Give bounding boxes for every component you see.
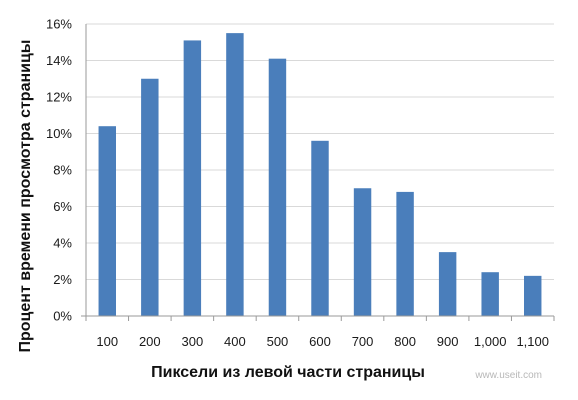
y-axis-label: Процент времени просмотра страницы <box>17 40 34 353</box>
x-axis-label: Пиксели из левой части страницы <box>151 364 425 381</box>
bar <box>353 188 372 316</box>
y-tick-label: 10% <box>46 126 72 141</box>
y-axis-tick-labels: 0% 2% 4% 6% 8% 10% 12% 14% 16% <box>46 17 72 324</box>
x-tick-label: 900 <box>437 334 459 349</box>
bar <box>481 272 499 316</box>
bar <box>268 58 287 317</box>
x-tick-label: 300 <box>182 334 204 349</box>
x-tick-label: 1,100 <box>516 334 549 349</box>
x-tick-label: 400 <box>224 334 246 349</box>
y-tick-label: 12% <box>46 90 72 105</box>
bar <box>226 33 244 316</box>
y-tick-label: 14% <box>46 53 72 68</box>
y-tick-label: 4% <box>53 236 72 251</box>
x-tick-label: 500 <box>267 334 289 349</box>
x-tick-label: 700 <box>352 334 374 349</box>
axes <box>81 24 555 321</box>
bar <box>141 78 159 316</box>
watermark-text: www.useit.com <box>474 370 542 381</box>
x-tick-label: 600 <box>309 334 331 349</box>
bars <box>98 33 542 317</box>
bar <box>183 40 202 317</box>
bar <box>98 126 116 316</box>
x-tick-label: 1,000 <box>474 334 507 349</box>
x-axis-tick-labels: 100 200 300 400 500 600 700 800 900 1,000 1,100 <box>96 334 549 349</box>
bar <box>524 275 542 316</box>
bar <box>311 140 329 316</box>
y-tick-label: 8% <box>53 163 72 178</box>
x-tick-label: 100 <box>96 334 118 349</box>
x-tick-label: 800 <box>394 334 416 349</box>
x-tick-label: 200 <box>139 334 161 349</box>
bar <box>438 252 457 316</box>
bar <box>396 191 414 316</box>
y-tick-label: 0% <box>53 309 72 324</box>
y-tick-label: 6% <box>53 199 72 214</box>
y-tick-label: 2% <box>53 272 72 287</box>
y-tick-label: 16% <box>46 17 72 32</box>
